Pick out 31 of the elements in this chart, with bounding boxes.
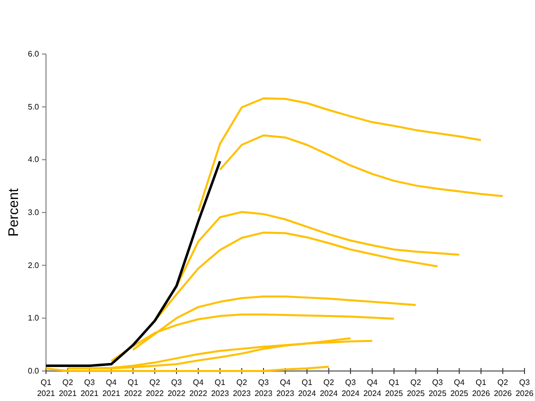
x-tick-label: Q1 2024 <box>298 378 316 398</box>
y-tick-label: 3.0 <box>28 208 40 218</box>
y-tick-label: 5.0 <box>28 102 40 112</box>
x-tick-label: Q1 2023 <box>211 378 230 398</box>
x-tick-label: Q3 2025 <box>428 378 447 398</box>
y-axis-title: Percent <box>5 188 21 237</box>
x-tick-label: Q2 2023 <box>232 378 252 398</box>
x-tick-label: Q1 2022 <box>124 378 142 398</box>
x-tick-label: Q2 2024 <box>320 378 338 398</box>
x-tick-label: Q1 2025 <box>385 378 404 398</box>
x-tick-label: Q2 2025 <box>406 378 426 398</box>
x-tick-label: Q4 2021 <box>102 378 121 398</box>
x-tick-label: Q3 2021 <box>80 378 99 398</box>
x-tick-label: Q4 2025 <box>450 378 469 398</box>
x-tick-label: Q2 2026 <box>494 378 512 398</box>
x-tick-label: Q2 2021 <box>58 378 78 398</box>
x-tick-label: Q4 2024 <box>363 378 382 398</box>
y-tick-label: 0.0 <box>28 366 40 376</box>
x-tick-label: Q4 2022 <box>189 378 208 398</box>
x-tick-label: Q2 2022 <box>146 378 164 398</box>
x-tick-label: Q1 2021 <box>37 378 56 398</box>
x-tick-label: Q3 2022 <box>168 378 186 398</box>
x-tick-label: Q1 2026 <box>472 378 490 398</box>
x-tick-label: Q3 2023 <box>254 378 273 398</box>
x-tick-label: Q4 2023 <box>276 378 295 398</box>
y-tick-label: 2.0 <box>28 260 40 270</box>
x-tick-label: Q3 2026 <box>516 378 534 398</box>
y-tick-label: 6.0 <box>28 50 40 59</box>
y-tick-label: 1.0 <box>28 314 40 323</box>
y-tick-label: 4.0 <box>28 155 40 164</box>
x-tick-label: Q3 2024 <box>342 378 360 398</box>
